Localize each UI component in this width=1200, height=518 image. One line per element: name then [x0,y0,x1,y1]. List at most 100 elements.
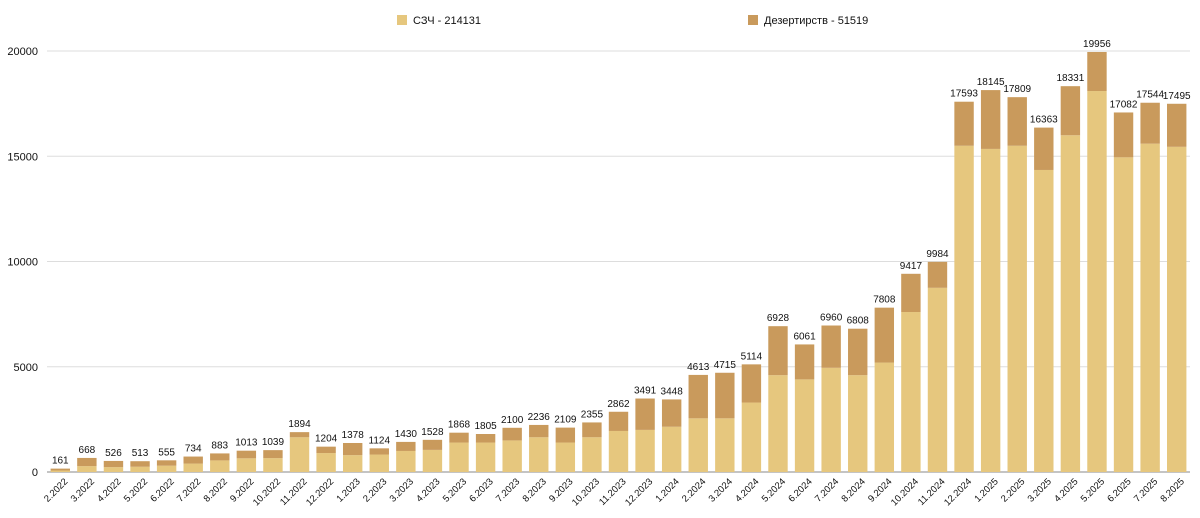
bar-desertion-5.2022 [130,461,150,467]
x-tick-label-5.2024: 5.2024 [760,476,788,504]
x-tick-label-5.2025: 5.2025 [1079,476,1107,504]
total-label-2.2023: 1124 [369,435,391,446]
bar-szch-2.2023 [369,454,389,472]
bar-desertion-11.2022 [289,432,310,438]
bar-desertion-8.2025 [1167,103,1187,147]
bar-szch-5.2025 [1087,91,1107,473]
legend-label-1: Дезертирств - 51519 [764,15,868,27]
total-label-7.2023: 2100 [501,415,524,426]
bar-szch-4.2024 [741,402,762,472]
x-tick-label-10.2024: 10.2024 [889,476,921,508]
bar-desertion-3.2022 [77,457,97,467]
total-label-11.2024: 9984 [926,249,949,260]
total-label-12.2022: 1204 [315,434,338,445]
bar-desertion-7.2025 [1140,102,1160,144]
x-tick-label-10.2022: 10.2022 [251,476,283,508]
x-tick-label-12.2022: 12.2022 [304,476,336,508]
total-label-6.2024: 6061 [793,331,816,342]
x-tick-label-7.2022: 7.2022 [175,476,203,504]
bar-szch-8.2022 [210,460,230,472]
x-tick-label-4.2022: 4.2022 [95,476,123,504]
total-label-9.2023: 2109 [554,415,577,426]
total-label-9.2022: 1013 [235,438,258,449]
total-label-1.2025: 18145 [977,77,1005,88]
total-label-4.2024: 5114 [741,351,763,362]
x-tick-label-2.2023: 2.2023 [361,476,389,504]
bar-desertion-11.2024 [927,261,948,288]
x-tick-label-11.2024: 11.2024 [916,476,948,508]
bar-desertion-4.2022 [103,460,124,468]
bar-desertion-12.2022 [316,446,336,454]
bar-szch-9.2024 [874,362,895,472]
total-label-3.2023: 1430 [395,429,418,440]
total-label-7.2025: 17544 [1136,90,1164,101]
bar-desertion-8.2024 [848,328,868,376]
bar-szch-3.2022 [77,466,97,472]
bar-szch-6.2023 [475,442,496,472]
bar-szch-4.2023 [422,449,443,472]
bar-desertion-10.2022 [263,450,283,459]
x-tick-label-8.2022: 8.2022 [202,476,230,504]
bar-szch-10.2024 [901,312,921,472]
bar-desertion-1.2024 [661,399,682,427]
bar-szch-11.2023 [608,430,629,472]
total-label-4.2022: 526 [105,448,122,459]
total-label-12.2023: 3491 [634,386,657,397]
total-label-2.2025: 17809 [1003,84,1031,95]
total-label-1.2023: 1378 [342,430,365,441]
bar-desertion-7.2022 [183,456,203,464]
y-tick-label-10000: 10000 [7,257,38,269]
y-tick-label-15000: 15000 [7,151,38,163]
x-tick-label-8.2023: 8.2023 [521,476,549,504]
bar-desertion-11.2023 [608,411,629,431]
bar-szch-6.2024 [794,379,815,472]
x-tick-label-11.2022: 11.2022 [278,476,310,508]
x-tick-label-6.2025: 6.2025 [1105,476,1133,504]
bar-szch-1.2024 [661,426,682,472]
x-tick-label-3.2024: 3.2024 [707,476,735,504]
bar-szch-7.2023 [502,440,522,472]
bar-szch-11.2024 [927,287,948,472]
bar-desertion-12.2023 [635,398,655,430]
total-label-4.2025: 18331 [1056,73,1084,84]
bar-szch-10.2022 [263,458,283,472]
bar-desertion-4.2024 [741,364,762,403]
x-tick-label-1.2023: 1.2023 [334,476,362,504]
bar-szch-6.2022 [156,465,177,472]
total-label-3.2025: 16363 [1030,115,1058,126]
total-label-12.2024: 17593 [950,89,978,100]
total-label-6.2025: 17082 [1110,99,1138,110]
x-tick-label-10.2023: 10.2023 [570,476,602,508]
bar-szch-5.2024 [768,375,788,472]
x-tick-label-6.2022: 6.2022 [148,476,176,504]
bar-desertion-4.2025 [1060,86,1081,136]
bar-desertion-9.2022 [236,450,257,459]
bar-desertion-4.2023 [422,439,443,450]
bar-desertion-2.2022 [50,468,70,471]
x-tick-label-4.2023: 4.2023 [414,476,442,504]
total-label-6.2023: 1805 [474,421,497,432]
bar-desertion-2.2023 [369,448,389,455]
x-tick-label-6.2024: 6.2024 [786,476,814,504]
bar-szch-2.2022 [50,470,70,472]
x-tick-label-8.2025: 8.2025 [1159,476,1187,504]
total-label-4.2023: 1528 [421,427,444,438]
bar-szch-11.2022 [289,437,310,472]
bar-szch-1.2025 [980,148,1001,472]
total-label-8.2022: 883 [211,440,228,451]
bar-szch-12.2023 [635,429,655,472]
bar-desertion-12.2024 [954,101,974,146]
total-label-3.2022: 668 [79,445,96,456]
bar-szch-8.2023 [529,437,549,472]
x-tick-label-6.2023: 6.2023 [467,476,495,504]
total-label-3.2024: 4715 [714,360,737,371]
total-label-8.2023: 2236 [528,412,551,423]
x-tick-label-1.2024: 1.2024 [653,476,681,504]
x-tick-label-7.2023: 7.2023 [494,476,522,504]
total-label-7.2024: 6960 [820,313,843,324]
total-label-10.2022: 1039 [262,437,285,448]
bar-desertion-3.2023 [396,441,416,451]
bar-desertion-2.2025 [1007,97,1027,146]
bar-desertion-6.2022 [156,460,177,466]
x-tick-label-12.2024: 12.2024 [942,476,974,508]
